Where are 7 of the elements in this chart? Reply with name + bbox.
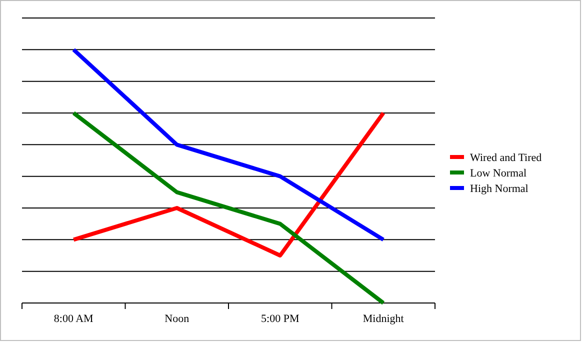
legend-label: Low Normal — [470, 168, 527, 180]
legend-label: High Normal — [470, 183, 528, 195]
x-tick-label: 8:00 AM — [54, 313, 94, 325]
x-tick-label: Noon — [164, 313, 190, 325]
x-tick-label: Midnight — [362, 313, 404, 325]
legend-label: Wired and Tired — [470, 152, 542, 164]
x-tick-label: 5:00 PM — [261, 313, 300, 325]
